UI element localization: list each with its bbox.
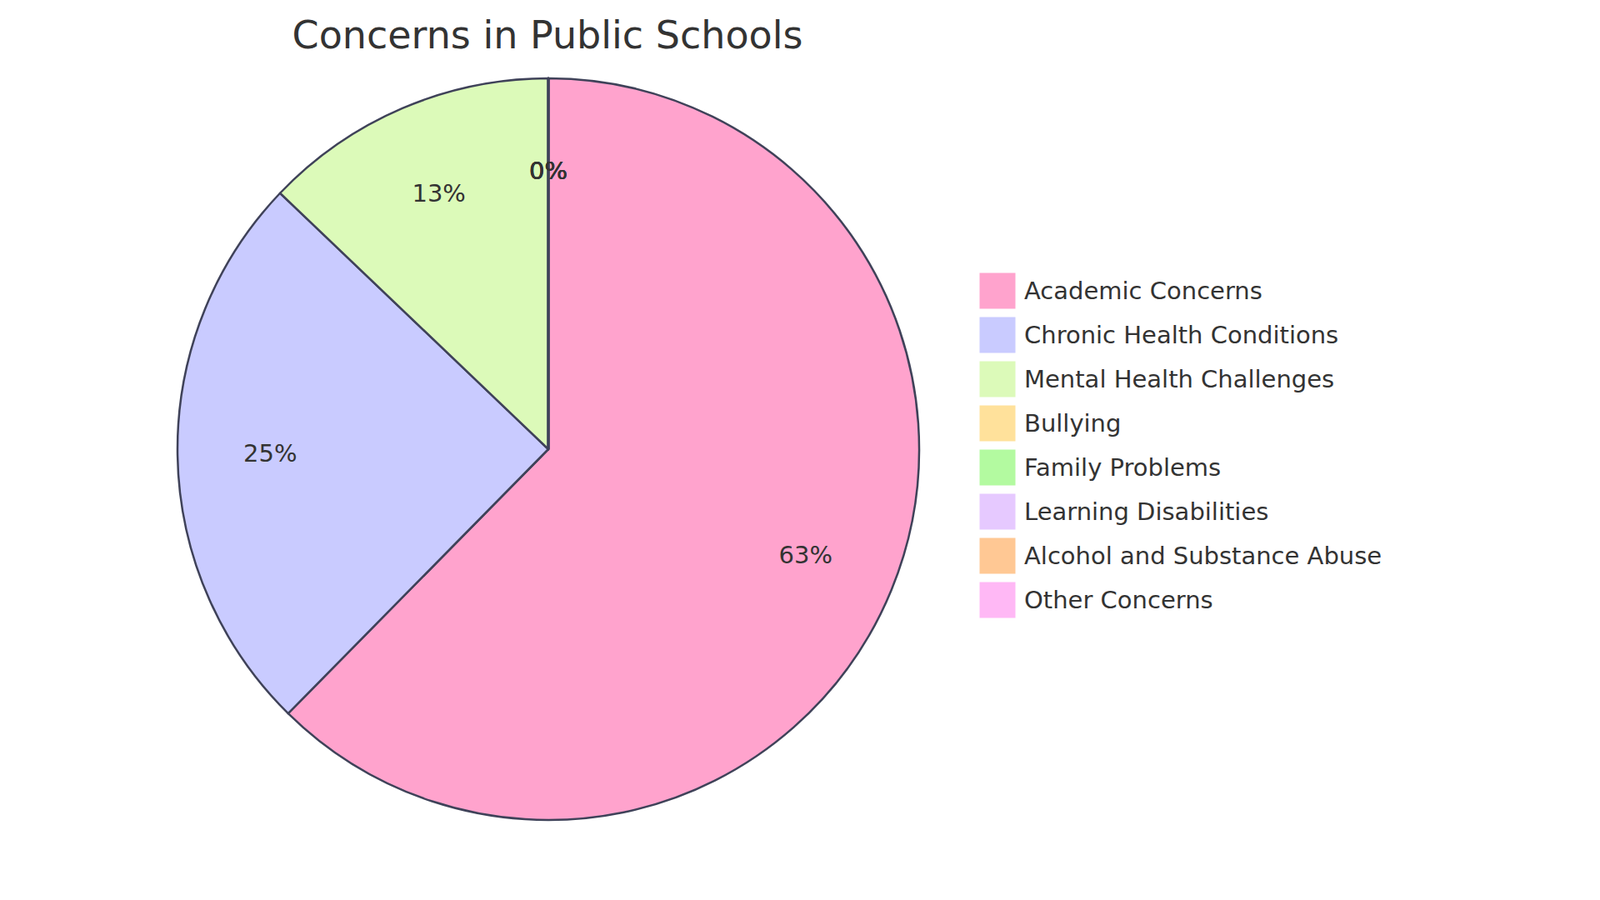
legend-swatch [979, 360, 1016, 398]
legend-label: Other Concerns [1024, 585, 1214, 615]
legend-label: Family Problems [1024, 453, 1221, 482]
legend: Academic Concerns Chronic Health Conditio… [979, 272, 1382, 619]
data-label: 0% [529, 156, 568, 185]
data-label: 0% [529, 156, 568, 185]
pie-slice [280, 78, 549, 450]
data-label: 0% [529, 156, 568, 185]
legend-swatch [979, 581, 1016, 619]
chart-svg: Concerns in Public Schools63%25%13%0%0%0… [0, 0, 1600, 900]
pie-slice [547, 78, 550, 450]
legend-label: Chronic Health Conditions [1024, 320, 1339, 350]
data-label: 13% [411, 179, 465, 208]
legend-label: Learning Disabilities [1024, 497, 1269, 526]
legend-swatch [979, 405, 1016, 442]
data-label: 63% [779, 540, 833, 570]
data-label: 0% [529, 156, 568, 185]
pie-slice [547, 78, 550, 450]
data-label: 0% [529, 156, 568, 185]
legend-label: Bullying [1024, 409, 1121, 438]
legend-label: Academic Concerns [1024, 276, 1263, 305]
legend-swatch [979, 537, 1016, 575]
pie-slice [547, 78, 550, 450]
chart-root: Concerns in Public Schools63%25%13%0%0%0… [0, 0, 1600, 900]
legend-label: Alcohol and Substance Abuse [1024, 541, 1382, 570]
legend-swatch [979, 493, 1016, 530]
background [0, 0, 1600, 900]
data-labels: 63%25%13%0%0%0%0%0% [243, 156, 833, 569]
title: Concerns in Public Schools [292, 12, 804, 58]
pie-slice [547, 78, 550, 450]
data-label: 25% [243, 439, 297, 468]
legend-swatch [979, 449, 1016, 486]
pie-slice [547, 78, 550, 450]
legend-label: Mental Health Challenges [1024, 365, 1335, 394]
legend-swatch [979, 272, 1016, 310]
slices [177, 78, 920, 820]
legend-swatch [979, 316, 1016, 354]
